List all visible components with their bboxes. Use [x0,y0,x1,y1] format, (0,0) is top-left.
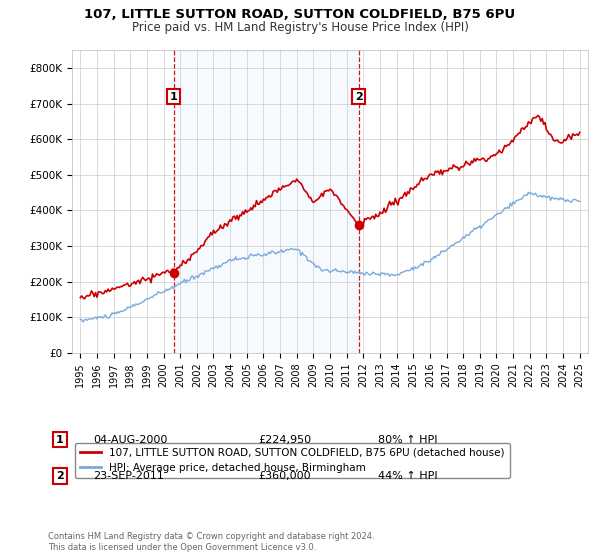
Text: 44% ↑ HPI: 44% ↑ HPI [378,471,437,481]
Text: 1: 1 [56,435,64,445]
Text: £360,000: £360,000 [258,471,311,481]
Text: 107, LITTLE SUTTON ROAD, SUTTON COLDFIELD, B75 6PU: 107, LITTLE SUTTON ROAD, SUTTON COLDFIEL… [85,8,515,21]
Text: 1: 1 [170,92,178,102]
Text: 04-AUG-2000: 04-AUG-2000 [93,435,167,445]
Text: 23-SEP-2011: 23-SEP-2011 [93,471,164,481]
Text: £224,950: £224,950 [258,435,311,445]
Legend: 107, LITTLE SUTTON ROAD, SUTTON COLDFIELD, B75 6PU (detached house), HPI: Averag: 107, LITTLE SUTTON ROAD, SUTTON COLDFIEL… [74,443,510,478]
Text: 80% ↑ HPI: 80% ↑ HPI [378,435,437,445]
Text: Price paid vs. HM Land Registry's House Price Index (HPI): Price paid vs. HM Land Registry's House … [131,21,469,34]
Text: Contains HM Land Registry data © Crown copyright and database right 2024.
This d: Contains HM Land Registry data © Crown c… [48,532,374,552]
Bar [173,50,359,353]
Text: 2: 2 [56,471,64,481]
Text: 2: 2 [355,92,362,102]
